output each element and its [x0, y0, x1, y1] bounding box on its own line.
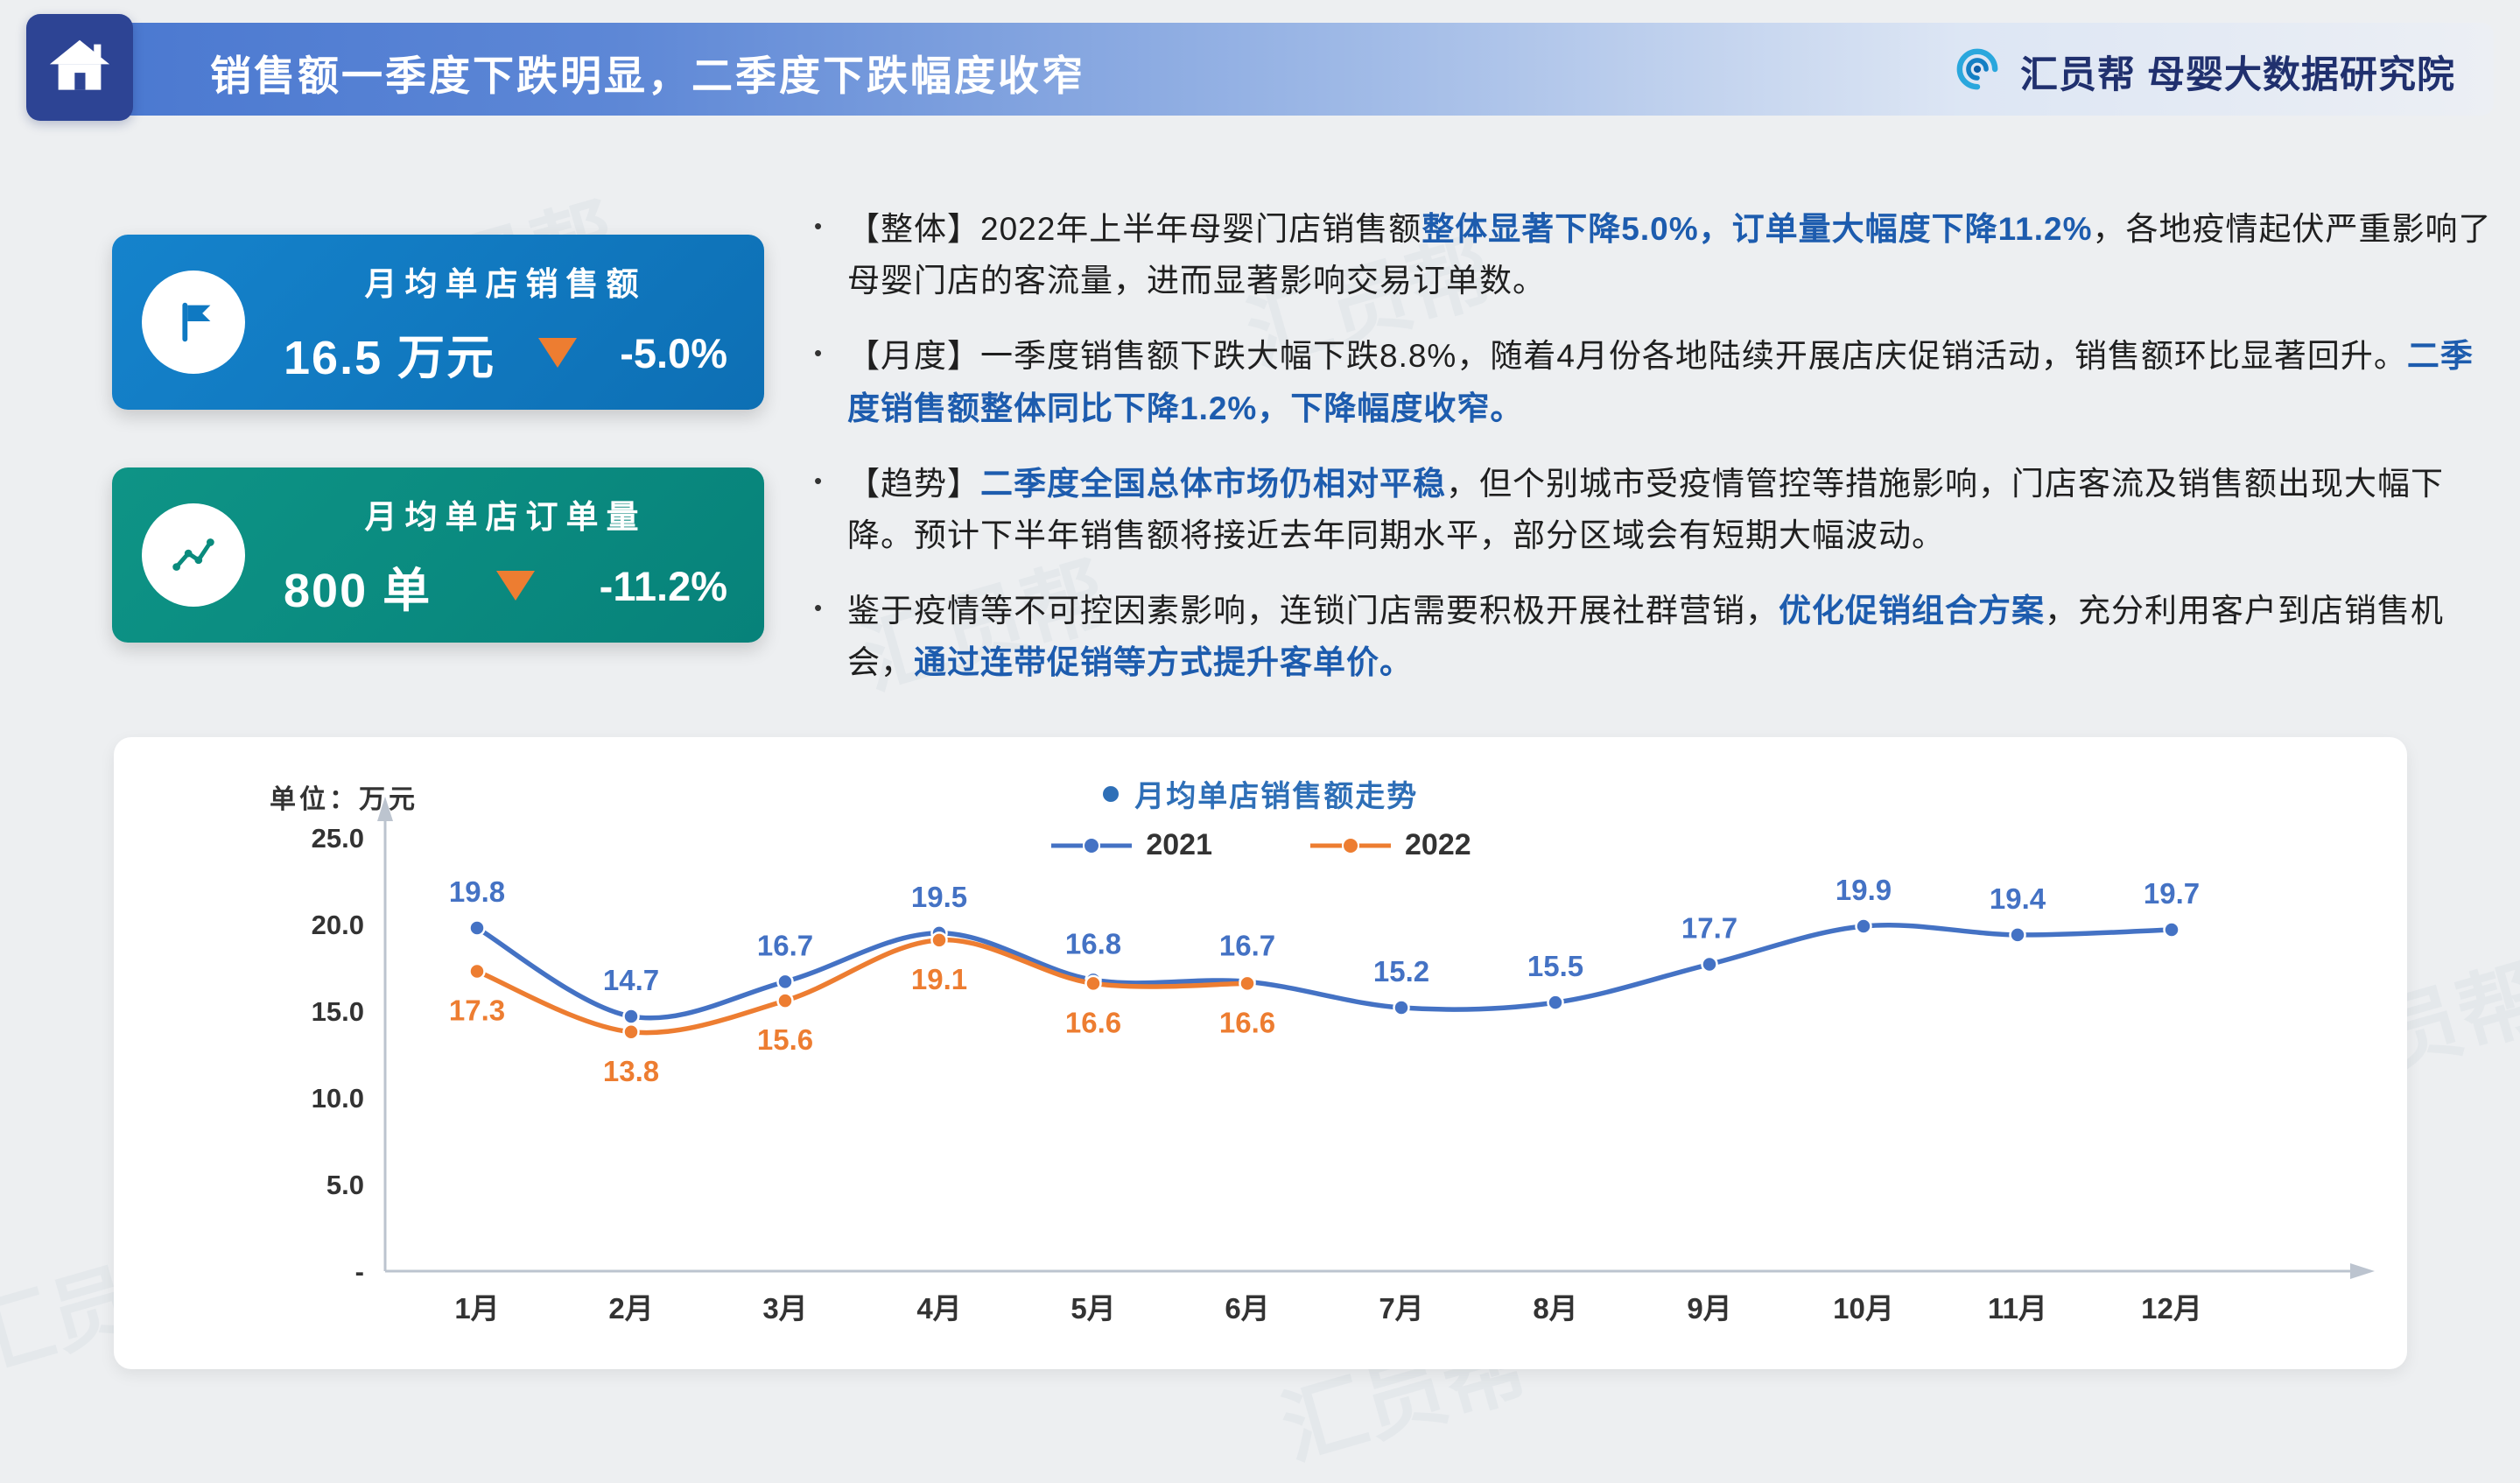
down-triangle-icon	[495, 571, 535, 601]
x-tick-label: 12月	[2141, 1292, 2202, 1325]
y-tick-label: 20.0	[312, 910, 364, 940]
kpi-card-sales: 月均单店销售额 16.5 万元 -5.0%	[112, 235, 764, 410]
kpi-delta: -11.2%	[599, 562, 727, 609]
data-label-2021: 14.7	[603, 964, 659, 996]
data-label-2021: 19.4	[1990, 882, 2046, 915]
x-tick-label: 2月	[608, 1292, 653, 1325]
data-point-2021	[622, 1008, 640, 1025]
chart-title: 月均单店销售额走势	[1134, 780, 1419, 813]
data-point-2021	[2163, 921, 2180, 938]
legend-label: 2021	[1146, 828, 1212, 861]
x-tick-label: 4月	[916, 1292, 961, 1325]
data-label-2021: 19.9	[1836, 874, 1892, 906]
x-tick-label: 1月	[454, 1292, 499, 1325]
x-tick-label: 8月	[1533, 1292, 1577, 1325]
data-label-2022: 15.6	[757, 1023, 813, 1056]
data-point-2022	[1239, 974, 1256, 993]
bullet-item: 【趋势】二季度全国总体市场仍相对平稳，但个别城市受疫情管控等措施影响，门店客流及…	[814, 458, 2493, 561]
chart-card: 单位：万元 月均单店销售额走势 2021 2022 25.0 20.0 15.0 1	[114, 737, 2407, 1369]
header-bar	[82, 23, 2494, 116]
y-axis-arrow	[377, 797, 393, 821]
data-point-2022	[1085, 974, 1102, 993]
data-point-2021	[1547, 994, 1564, 1011]
x-tick-label: 11月	[1988, 1292, 2047, 1325]
series-line-2022	[474, 938, 1250, 1036]
x-tick-label: 9月	[1687, 1292, 1731, 1325]
report-slide: 汇员帮 汇员帮 汇员帮 汇员帮 汇员帮 汇员帮 销售额一季度下跌明显，二季度下跌…	[0, 0, 2520, 1419]
data-label-2022: 16.6	[1219, 1006, 1275, 1038]
flag-icon	[142, 271, 245, 374]
x-tick-label: 7月	[1379, 1292, 1423, 1325]
bullet-item: 【月度】一季度销售额下跌大幅下跌8.8%，随着4月份各地陆续开展店庆促销活动，销…	[814, 330, 2493, 433]
kpi-label: 月均单店销售额	[364, 265, 647, 302]
x-tick-label: 6月	[1225, 1292, 1269, 1325]
y-tick-label: 15.0	[312, 996, 364, 1027]
brand-swirl-icon	[1948, 40, 2006, 102]
data-label-2021: 16.7	[1219, 929, 1275, 961]
title-dot-icon	[1102, 785, 1119, 802]
y-tick-label: 25.0	[312, 823, 364, 854]
down-triangle-icon	[538, 338, 578, 368]
data-label-2021: 19.8	[449, 875, 505, 908]
kpi-label: 月均单店订单量	[364, 498, 647, 535]
brand-name: 汇员帮 母婴大数据研究院	[2020, 53, 2455, 96]
kpi-delta: -5.0%	[620, 329, 727, 376]
data-point-2021	[776, 973, 794, 991]
data-label-2021: 19.7	[2144, 877, 2200, 910]
x-axis-arrow	[2350, 1263, 2375, 1279]
kpi-value: 16.5 万元	[284, 331, 496, 384]
data-label-2022: 13.8	[603, 1055, 659, 1087]
page-title: 销售额一季度下跌明显，二季度下跌幅度收窄	[210, 53, 1085, 99]
y-tick-label: 10.0	[312, 1083, 364, 1114]
data-point-2021	[1855, 917, 1872, 935]
data-point-2021	[1701, 955, 1718, 973]
chart-legend: 2021 2022	[114, 828, 2407, 862]
data-point-2022	[468, 962, 486, 980]
data-label-2022: 17.3	[449, 994, 505, 1026]
legend-label: 2022	[1405, 828, 1471, 861]
chart-plot: 25.0 20.0 15.0 10.0 5.0 - 1月 2月 3月 4月 5月 6月 7月 8月 9月 10…	[312, 797, 2375, 1325]
y-tick-label: 5.0	[326, 1170, 364, 1200]
data-point-2022	[930, 931, 948, 949]
house-icon	[46, 32, 114, 104]
kpi-value: 800 单	[284, 564, 432, 617]
data-point-2021	[1393, 999, 1410, 1016]
data-point-2022	[622, 1023, 640, 1041]
data-label-2021: 16.8	[1065, 927, 1121, 959]
data-label-2021: 19.5	[911, 881, 967, 913]
x-tick-label: 5月	[1070, 1292, 1115, 1325]
summary-bullets: 【整体】2022年上半年母婴门店销售额整体显著下降5.0%，订单量大幅度下降11…	[814, 203, 2493, 713]
data-point-2022	[776, 992, 794, 1009]
series-line-2021	[474, 922, 2174, 1021]
data-point-2021	[468, 919, 486, 937]
data-point-2021	[2009, 926, 2026, 944]
brand-logo: 汇员帮 母婴大数据研究院	[1948, 40, 2455, 102]
bullet-item: 鉴于疫情等不可控因素影响，连锁门店需要积极开展社群营销，优化促销组合方案，充分利…	[814, 585, 2493, 688]
data-label-2021: 15.2	[1373, 955, 1429, 987]
legend-item-2021: 2021	[1049, 828, 1212, 862]
chart-unit-label: 单位：万元	[270, 785, 418, 814]
x-tick-label: 3月	[762, 1292, 807, 1325]
trend-icon	[142, 503, 245, 607]
y-tick-label: -	[355, 1256, 364, 1287]
bullet-item: 【整体】2022年上半年母婴门店销售额整体显著下降5.0%，订单量大幅度下降11…	[814, 203, 2493, 306]
data-label-2022: 19.1	[911, 963, 967, 995]
data-label-2021: 15.5	[1527, 950, 1583, 982]
data-label-2021: 17.7	[1681, 912, 1737, 945]
header: 销售额一季度下跌明显，二季度下跌幅度收窄 汇员帮 母婴大数据研究院	[26, 14, 2494, 126]
data-label-2022: 16.6	[1065, 1006, 1121, 1038]
header-logo-tile	[26, 14, 133, 121]
x-tick-label: 10月	[1833, 1292, 1894, 1325]
legend-item-2022: 2022	[1309, 828, 1471, 862]
kpi-card-orders: 月均单店订单量 800 单 -11.2%	[112, 467, 764, 643]
chart-header: 月均单店销售额走势	[114, 772, 2407, 815]
data-label-2021: 16.7	[757, 929, 813, 961]
